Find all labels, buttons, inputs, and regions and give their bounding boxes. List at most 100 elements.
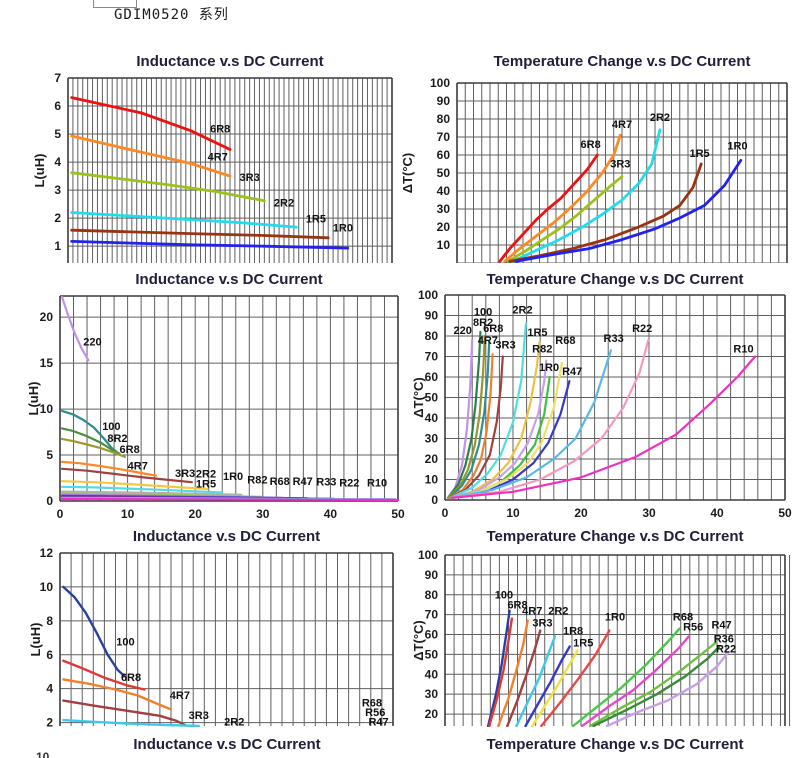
series-label-1R8: 1R8 [563,626,583,638]
series-label-6R8: 6R8 [210,124,230,136]
series-label-2R2: 2R2 [548,606,568,618]
y-tick-label: 4 [46,682,53,696]
y-tick-label: 80 [425,329,439,343]
y-tick-label: 90 [425,568,439,582]
x-tick-label: 40 [324,507,338,521]
series-label-3R3: 3R3 [532,618,552,630]
series-label-R10: R10 [367,477,387,489]
series-label-R82: R82 [247,475,267,487]
series-curve-6R8 [498,153,599,263]
series-curve-100 [60,409,118,453]
y-tick-label: 90 [425,309,439,323]
series-label-R68: R68 [270,476,290,488]
series-curve-2R2 [70,211,298,229]
series-label-1R0: 1R0 [727,141,747,153]
y-tick-label: 60 [425,370,439,384]
series-curve-1R8 [524,645,571,727]
series-curve-1R0 [540,629,611,727]
y-tick-label: 100 [418,548,438,562]
chart-title: Temperature Change v.s DC Current [487,528,744,545]
y-tick-label: 70 [425,350,439,364]
x-tick-label: 50 [778,506,792,520]
series-curve-1R5 [531,649,579,727]
series-label-3R3: 3R3 [495,339,515,351]
chart-title: Temperature Change v.s DC Current [494,53,751,70]
series-label-4R7: 4R7 [208,152,228,164]
series-curve-R47 [588,641,718,727]
series-curve-1R0 [60,490,243,496]
series-label-R33: R33 [604,333,624,345]
series-label-2R2: 2R2 [650,112,670,124]
series-label-R22: R22 [339,477,359,489]
series-curve-R68 [571,627,681,727]
gridlines [444,554,791,726]
series-curve-6R8 [447,341,491,499]
x-tick-label: 30 [256,507,270,521]
plot-border [444,554,786,726]
y-tick-label: 2 [46,716,53,730]
series-label-1R0: 1R0 [539,362,559,374]
series-label-220: 220 [454,325,472,337]
series-curve-4R7 [62,678,172,711]
y-tick-label: 100 [418,288,438,302]
series-label-R47: R47 [711,620,731,632]
series-label-6R8: 6R8 [120,444,140,456]
gridlines [59,552,394,726]
y-tick-label: 10 [40,580,54,594]
series-curve-2R2 [60,480,209,491]
series-label-R68: R68 [673,612,693,624]
y-axis-label: L(uH) [28,623,43,657]
chart-title: Inductance v.s DC Current [133,528,320,545]
chart-title: Inductance v.s DC Current [135,271,322,288]
chart-inductance-top: 7 6 5 4 3 2 1 Inductance v.s DC Current L(uH) 6R8… [32,53,393,263]
y-tick-label: 10 [437,238,451,252]
series-curve-R56 [580,635,690,727]
y-tick-label: 10 [40,402,54,416]
y-tick-label: 20 [40,310,54,324]
y-tick-label: 30 [437,202,451,216]
y-tick-label: 7 [54,71,61,85]
series-curve-3R3 [506,175,624,263]
series-label-3R3: 3R3 [189,710,209,722]
series-curve-100 [447,330,482,499]
chart-temperature-top: 100 90 80 70 60 50 40 30 20 10 Temperature Change … [400,53,788,263]
series-curve-1R5 [60,485,224,494]
x-tick-label: 20 [189,507,203,521]
y-tick-label: 3 [54,183,61,197]
series-label-R68: R68 [555,335,575,347]
y-tick-label: 20 [437,220,451,234]
y-tick-label: 90 [437,94,451,108]
series-label-1R5: 1R5 [573,637,593,649]
y-axis-label: L(uH) [32,154,47,188]
y-tick-label: 5 [46,448,53,462]
series-curve-R22 [605,651,730,727]
y-tick-label: 70 [425,608,439,622]
header-table-cell-fragment [93,0,137,8]
gridlines [456,82,788,263]
y-tick-label: 40 [425,667,439,681]
series-label-R22: R22 [716,643,736,655]
series-curve-6R8 [62,659,146,691]
chart-temperature-bottom: 100 90 80 70 60 50 40 30 20 Temperature Change v.… [411,528,791,727]
y-tick-label: 6 [46,648,53,662]
series-label-6R8: 6R8 [507,600,527,612]
series-curve-220 [60,295,90,362]
series-label-R56: R56 [365,707,385,719]
series-label-4R7: 4R7 [478,335,498,347]
series-label-6R8: 6R8 [121,672,141,684]
y-tick-label: 60 [425,628,439,642]
series-curve-2R2 [62,718,201,727]
plot-border [456,82,788,263]
series-label-1R5: 1R5 [689,148,709,160]
y-tick-label: 80 [437,112,451,126]
y-tick-label: 60 [437,148,451,162]
x-tick-label: 10 [506,506,520,520]
plot-border [444,294,786,501]
series-curve-R22 [450,338,650,499]
series-label-4R7: 4R7 [522,606,542,618]
chart-title: Inductance v.s DC Current [136,53,323,70]
series-label-R82: R82 [532,343,552,355]
x-tick-label: 30 [642,506,656,520]
series-label-R10: R10 [733,343,753,355]
